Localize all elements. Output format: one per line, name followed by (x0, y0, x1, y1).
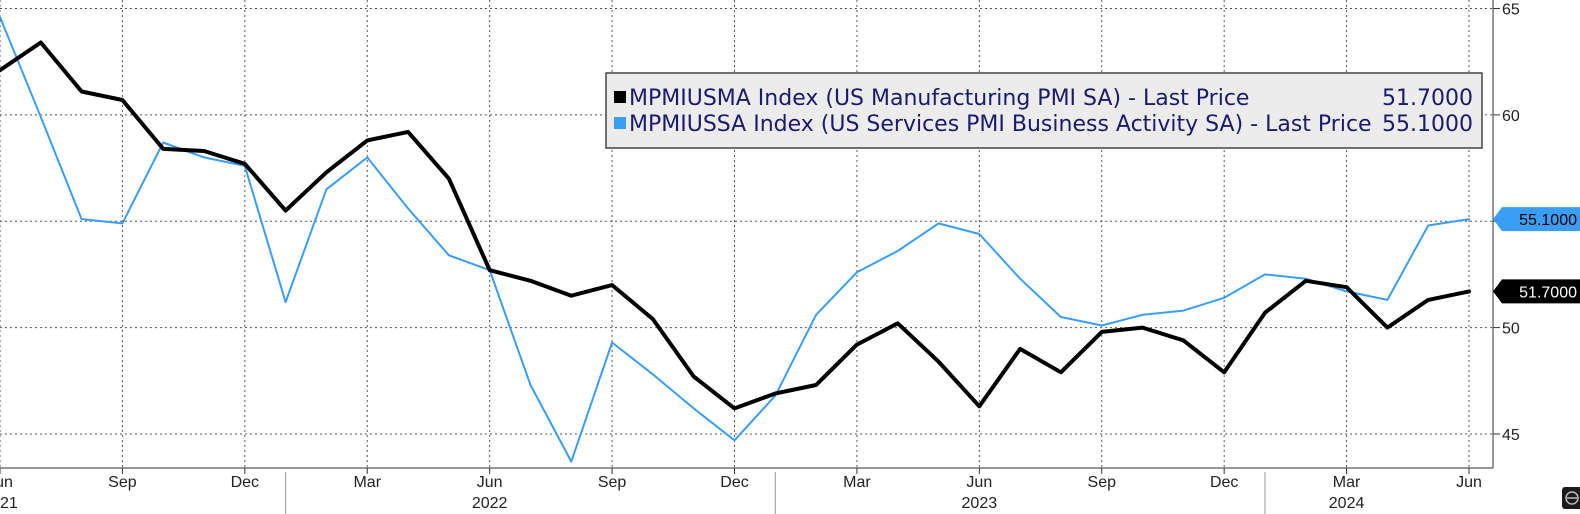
x-tick-label: Mar (843, 474, 871, 491)
x-tick-label: Dec (720, 474, 748, 491)
x-tick-label: Sep (1088, 474, 1117, 491)
x-year-label: 2023 (962, 495, 998, 512)
series-line-0 (0, 40, 1471, 411)
x-tick-label: Jun (0, 474, 13, 491)
x-tick-label: Dec (231, 474, 259, 491)
y-tick-label: 45 (1502, 427, 1520, 444)
x-year-label: 2024 (1329, 495, 1365, 512)
x-tick-label: Dec (1210, 474, 1238, 491)
last-value-tag-label-0: 51.7000 (1519, 284, 1577, 301)
x-tick-label: Jun (966, 474, 992, 491)
legend-swatch-0 (614, 91, 626, 103)
y-tick-label: 65 (1502, 2, 1520, 19)
y-tick-label: 60 (1502, 108, 1520, 125)
last-value-tag-label-1: 55.1000 (1519, 212, 1577, 229)
legend-label-0: MPMIUSMA Index (US Manufacturing PMI SA)… (629, 86, 1249, 111)
x-tick-label: Mar (1333, 474, 1361, 491)
x-tick-label: Jun (1456, 474, 1482, 491)
x-tick-label: Jun (477, 474, 503, 491)
legend: MPMIUSMA Index (US Manufacturing PMI SA)… (605, 72, 1483, 149)
legend-last-value-0: 51.7000 (1382, 86, 1473, 111)
last-value-tag-0 (1493, 279, 1580, 304)
x-tick-label: Mar (353, 474, 381, 491)
legend-swatch-1 (614, 117, 626, 129)
x-tick-label: Sep (598, 474, 627, 491)
gridlines (0, 0, 1493, 468)
x-tick-label: Sep (108, 474, 137, 491)
corner-icon[interactable] (1562, 487, 1580, 509)
series-lines (0, 16, 1471, 463)
x-year-label: 2021 (0, 495, 18, 512)
x-year-label: 2022 (472, 495, 508, 512)
y-tick-label: 50 (1502, 321, 1520, 338)
legend-last-value-1: 55.1000 (1382, 112, 1473, 137)
last-value-tag-1 (1493, 207, 1580, 232)
last-value-labels: 51.7000 55.1000 (1493, 207, 1580, 304)
legend-label-1: MPMIUSSA Index (US Services PMI Business… (629, 112, 1372, 137)
legend-box (605, 72, 1483, 149)
